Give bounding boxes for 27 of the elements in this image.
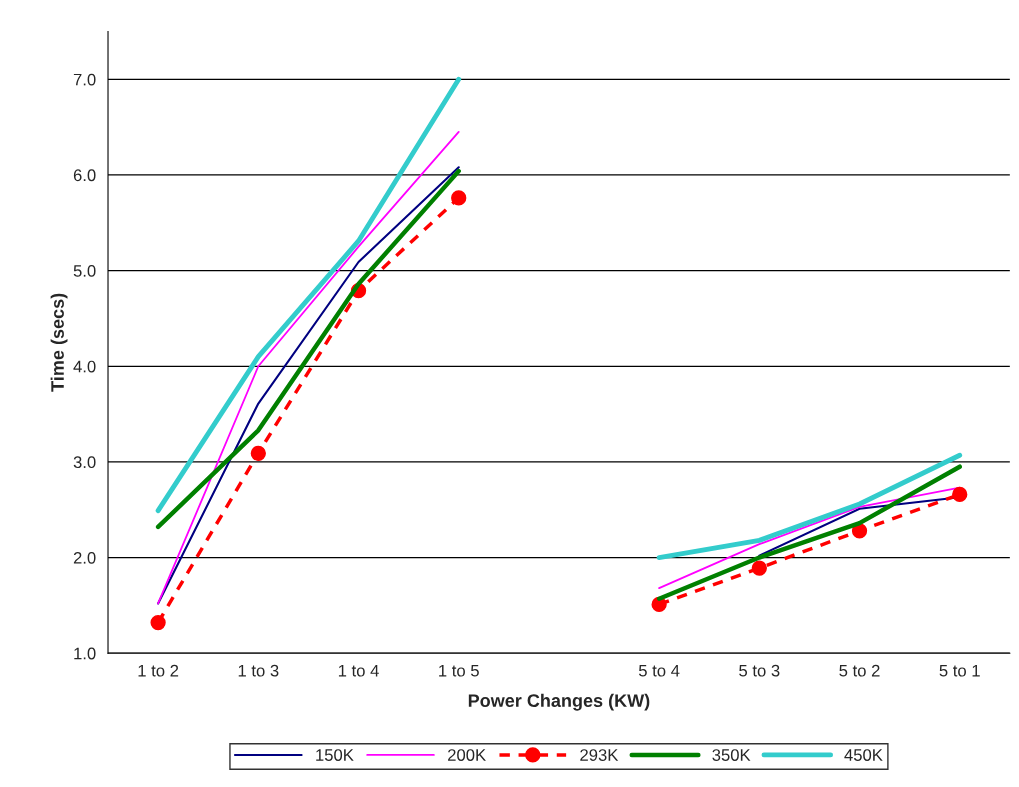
x-tick-label: 1 to 4 bbox=[338, 664, 379, 677]
x-tick-label: 1 to 5 bbox=[439, 664, 479, 677]
y-tick-label: 1.0 bbox=[74, 647, 96, 660]
legend-label: 150K bbox=[316, 749, 354, 761]
y-tick-label: 3.0 bbox=[73, 456, 96, 469]
x-tick-label: 5 to 3 bbox=[739, 664, 780, 677]
legend-label: 350K bbox=[712, 749, 751, 761]
legend-label: 293K bbox=[580, 749, 619, 761]
point bbox=[451, 190, 467, 206]
point bbox=[250, 445, 266, 461]
y-tick-label: 6.0 bbox=[73, 169, 96, 182]
x-tick-label: 5 to 4 bbox=[638, 664, 680, 677]
legend-label: 450K bbox=[844, 749, 883, 761]
x-tick-label: 5 to 1 bbox=[939, 664, 980, 677]
y-tick-label: 5.0 bbox=[73, 265, 96, 277]
point bbox=[952, 486, 968, 503]
x-tick-label: 1 to 3 bbox=[238, 664, 279, 677]
x-tick-label: 1 to 2 bbox=[138, 664, 179, 677]
point bbox=[751, 560, 767, 576]
legend-label: 200K bbox=[448, 749, 486, 761]
y-axis-title: Time (secs) bbox=[50, 293, 68, 392]
point bbox=[150, 614, 166, 631]
y-tick-label: 2.0 bbox=[73, 551, 96, 564]
y-tick-label: 7.0 bbox=[73, 73, 96, 86]
x-axis-title: Power Changes (KW) bbox=[468, 693, 650, 711]
y-tick-label: 4.0 bbox=[73, 360, 96, 373]
x-tick-label: 5 to 2 bbox=[839, 664, 880, 677]
